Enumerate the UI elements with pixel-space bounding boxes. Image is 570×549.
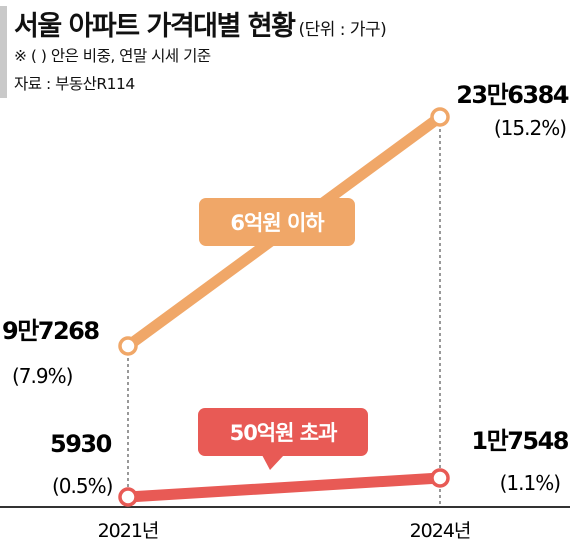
share-label-under-6eok-2021: (7.9%) — [12, 364, 73, 388]
legend-badge-pointer — [262, 455, 284, 470]
source-note: 자료 : 부동산R114 — [14, 75, 135, 93]
share-label-under-6eok-2024: (15.2%) — [494, 116, 566, 140]
share-label-over-50eok-2024: (1.1%) — [500, 471, 561, 495]
value-label-over-50eok-2024: 1만7548 — [471, 427, 568, 455]
value-label-under-6eok-2021: 9만7268 — [2, 317, 99, 345]
chart-header: 서울 아파트 가격대별 현황 (단위 : 가구) — [14, 4, 387, 43]
chart-title: 서울 아파트 가격대별 현황 — [14, 11, 296, 42]
title-accent-bar — [0, 6, 7, 98]
point-over-50eok-2021 — [118, 487, 138, 507]
x-tick-2024: 2024년 — [410, 520, 471, 542]
legend-label-over-50eok: 50억원 초과 — [230, 421, 337, 445]
x-tick-2021: 2021년 — [98, 520, 159, 542]
point-under-6eok-2021 — [118, 336, 138, 356]
value-label-under-6eok-2024: 23만6384 — [456, 81, 569, 109]
legend-label-under-6eok: 6억원 이하 — [230, 211, 325, 235]
legend-badge-under-6eok — [199, 198, 355, 246]
legend-badge-over-50eok — [198, 408, 368, 456]
share-label-over-50eok-2021: (0.5%) — [52, 474, 113, 498]
point-over-50eok-2024 — [430, 468, 450, 488]
value-label-over-50eok-2021: 5930 — [50, 430, 112, 458]
share-note: ※ ( ) 안은 비중, 연말 시세 기준 — [14, 47, 211, 65]
unit-label: (단위 : 가구) — [298, 20, 387, 40]
point-under-6eok-2024 — [430, 107, 450, 127]
series-line-over-50eok — [122, 472, 446, 503]
